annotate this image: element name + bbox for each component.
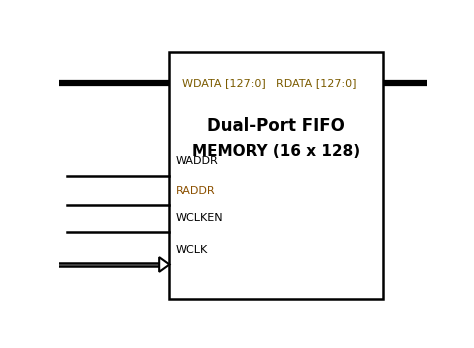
Text: WCLK: WCLK [176,245,208,255]
Text: WADDR: WADDR [176,156,219,166]
Bar [169,53,383,299]
Text: WCLKEN: WCLKEN [176,213,223,223]
Polygon shape [159,257,169,272]
Text: RDATA [127:0]: RDATA [127:0] [276,78,356,88]
Text: Dual-Port FIFO: Dual-Port FIFO [207,117,345,135]
Text: RADDR: RADDR [176,185,216,196]
Text: MEMORY (16 x 128): MEMORY (16 x 128) [192,144,360,159]
Text: WDATA [127:0]: WDATA [127:0] [182,78,266,88]
